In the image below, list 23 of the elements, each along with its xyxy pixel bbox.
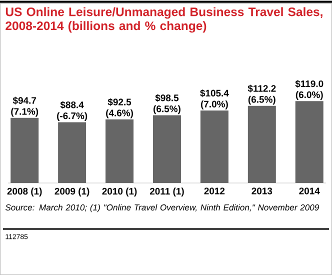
source-note: Source: March 2010; (1) "Online Travel Overview, Ninth Edition," November 2009 [5,204,320,212]
bar [200,110,228,183]
x-tick-label: 2011 (1) [150,188,184,196]
x-tick-label: 2009 (1) [54,188,90,196]
x-tick-label: 2010 (1) [102,188,137,196]
bar [295,101,324,183]
x-tick-label: 2008 (1) [7,188,42,196]
bar [152,115,181,183]
bar [106,119,134,183]
chart-title: US Online Leisure/Unmanaged Business Travel Sales, 2008-2014 (billions and % change) [6,7,322,33]
data-label: $98.5 (6.5%) [154,94,180,114]
data-label: $92.5 (4.6%) [106,98,133,118]
bar [248,106,276,183]
bar [58,122,86,183]
data-label: $105.4 (7.0%) [200,89,229,110]
x-tick-label: 2013 [252,188,272,194]
data-label: $88.4 (-6.7%) [57,101,88,122]
data-label: $112.2 (6.5%) [248,84,276,105]
bar [10,118,39,183]
data-label: $119.0 (6.0%) [295,80,324,100]
data-label: $94.7 (7.1%) [11,96,38,117]
x-tick-label: 2014 [299,188,320,194]
x-tick-label: 2012 [204,188,225,194]
